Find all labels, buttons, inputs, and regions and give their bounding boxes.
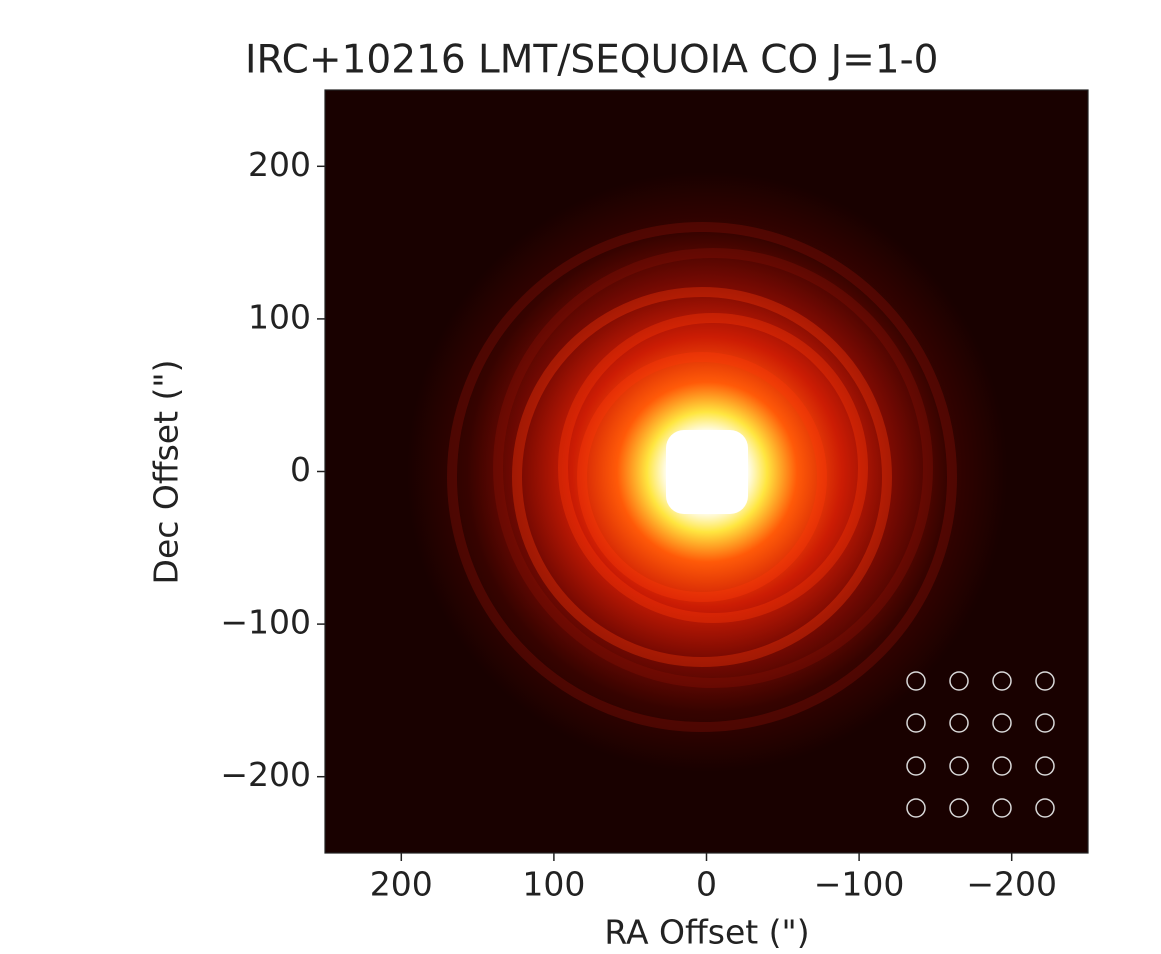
x-tick-label: 100 [522,865,585,904]
emission-shell [447,222,957,732]
emission-shell [512,287,892,667]
chart-title: IRC+10216 LMT/SEQUOIA CO J=1-0 [245,38,939,83]
emission-shell [558,313,868,623]
beam-pattern [906,671,1055,818]
core [666,430,748,514]
y-axis-label: Dec Offset (") [147,360,186,585]
plot-area [325,90,1088,853]
x-tick-label: 200 [370,865,433,904]
x-tick-label: −200 [966,865,1057,904]
y-tick-label: 0 [290,450,311,489]
emission-shell [577,352,827,602]
y-tick-label: 200 [248,145,311,184]
y-tick-label: 100 [248,297,311,336]
x-axis-label: RA Offset (") [604,913,809,952]
y-tick-label: −200 [220,755,311,794]
emission-shell [493,248,933,688]
y-tick-label: −100 [220,603,311,642]
x-tick-label: −100 [814,865,905,904]
x-tick-label: 0 [696,865,717,904]
